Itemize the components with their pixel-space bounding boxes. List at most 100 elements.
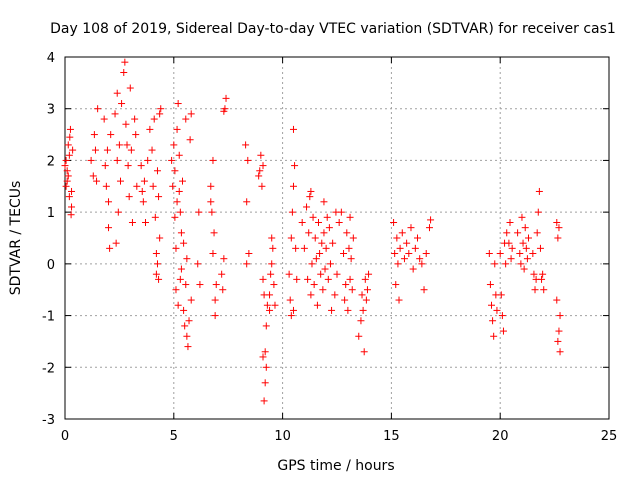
data-point-marker	[344, 306, 352, 314]
data-point-marker	[183, 255, 191, 263]
data-point-marker	[289, 125, 297, 133]
data-point-marker	[398, 229, 406, 237]
data-point-marker	[407, 224, 415, 232]
data-point-marker	[209, 156, 217, 164]
data-point-marker	[61, 162, 69, 170]
data-point-marker	[271, 301, 279, 309]
data-point-marker	[556, 348, 564, 356]
data-point-marker	[125, 193, 133, 201]
data-point-marker	[173, 198, 181, 206]
data-point-marker	[514, 229, 522, 237]
data-point-marker	[487, 301, 495, 309]
data-point-marker	[269, 244, 277, 252]
y-tick-label: 3	[47, 103, 55, 118]
data-points	[61, 58, 564, 405]
data-point-marker	[218, 270, 226, 278]
data-point-marker	[304, 275, 312, 283]
data-point-marker	[120, 69, 128, 77]
data-point-marker	[293, 275, 301, 283]
data-point-marker	[133, 182, 141, 190]
data-point-marker	[533, 229, 541, 237]
data-point-marker	[508, 244, 516, 252]
plot-frame	[64, 56, 610, 420]
data-point-marker	[365, 270, 373, 278]
data-point-marker	[321, 265, 329, 273]
data-point-marker	[535, 187, 543, 195]
data-point-marker	[315, 218, 323, 226]
data-point-marker	[341, 296, 349, 304]
data-point-marker	[262, 363, 270, 371]
data-point-marker	[128, 218, 136, 226]
data-point-marker	[524, 234, 532, 242]
data-point-marker	[346, 213, 354, 221]
data-point-marker	[362, 296, 370, 304]
data-point-marker	[363, 286, 371, 294]
data-point-marker	[518, 213, 526, 221]
data-point-marker	[259, 162, 267, 170]
data-point-marker	[288, 208, 296, 216]
data-point-marker	[359, 306, 367, 314]
data-point-marker	[180, 306, 188, 314]
data-point-marker	[534, 208, 542, 216]
data-point-marker	[173, 125, 181, 133]
data-point-marker	[94, 105, 102, 113]
data-point-marker	[65, 193, 73, 201]
data-point-marker	[400, 255, 408, 263]
data-point-marker	[113, 156, 121, 164]
data-point-marker	[183, 332, 191, 340]
data-point-marker	[243, 260, 251, 268]
data-point-marker	[106, 244, 114, 252]
data-point-marker	[122, 120, 130, 128]
data-point-marker	[91, 146, 99, 154]
data-point-marker	[211, 296, 219, 304]
data-point-marker	[489, 317, 497, 325]
data-point-marker	[67, 211, 75, 219]
data-point-marker	[207, 182, 215, 190]
data-point-marker	[318, 239, 326, 247]
data-point-marker	[409, 265, 417, 273]
data-point-marker	[425, 224, 433, 232]
data-point-marker	[343, 229, 351, 237]
data-point-marker	[175, 151, 183, 159]
data-point-marker	[287, 312, 295, 320]
data-point-marker	[112, 239, 120, 247]
data-point-marker	[261, 379, 269, 387]
data-point-marker	[555, 327, 563, 335]
data-point-marker	[540, 286, 548, 294]
data-point-marker	[307, 187, 315, 195]
data-point-marker	[396, 244, 404, 252]
data-point-marker	[111, 110, 119, 118]
data-point-marker	[499, 327, 507, 335]
data-point-marker	[69, 146, 77, 154]
data-point-marker	[138, 187, 146, 195]
data-point-marker	[316, 250, 324, 258]
data-point-marker	[211, 312, 219, 320]
data-point-marker	[329, 239, 337, 247]
data-point-marker	[322, 244, 330, 252]
data-point-marker	[208, 208, 216, 216]
data-point-marker	[326, 260, 334, 268]
data-point-marker	[411, 244, 419, 252]
data-point-marker	[309, 213, 317, 221]
data-point-marker	[90, 131, 98, 139]
data-point-marker	[63, 177, 71, 185]
data-point-marker	[340, 250, 348, 258]
data-point-marker	[555, 224, 563, 232]
data-point-marker	[490, 332, 498, 340]
data-point-marker	[289, 306, 297, 314]
data-point-marker	[255, 172, 263, 180]
data-point-marker	[298, 218, 306, 226]
data-point-marker	[493, 306, 501, 314]
data-point-marker	[317, 270, 325, 278]
data-point-marker	[65, 151, 73, 159]
data-point-marker	[345, 244, 353, 252]
data-point-marker	[308, 260, 316, 268]
data-point-marker	[180, 239, 188, 247]
data-point-marker	[170, 141, 178, 149]
data-point-marker	[357, 317, 365, 325]
data-point-marker	[491, 260, 499, 268]
data-point-marker	[257, 151, 265, 159]
data-point-marker	[349, 234, 357, 242]
data-point-marker	[66, 133, 74, 141]
